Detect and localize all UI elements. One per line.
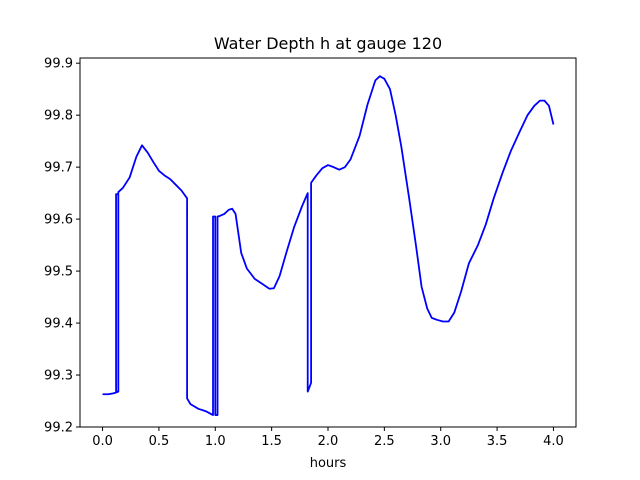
y-tick-label: 99.4 [44,317,73,332]
x-axis-ticks: 0.0 0.5 1.0 1.5 2.0 2.5 3.0 3.5 4.0 [92,427,564,449]
x-tick-label: 2.5 [374,434,395,449]
y-tick-label: 99.8 [44,109,73,124]
series-line [102,75,555,416]
x-tick-label: 2.0 [318,434,339,449]
x-axis-label: hours [310,456,347,471]
x-tick-label: 0.5 [149,434,170,449]
y-tick-label: 99.9 [44,57,73,72]
y-tick-label: 99.6 [44,213,73,228]
y-tick-label: 99.3 [44,369,73,384]
x-tick-label: 3.0 [430,434,451,449]
x-tick-label: 1.0 [205,434,226,449]
x-tick-label: 1.5 [261,434,282,449]
y-axis-ticks: 99.2 99.3 99.4 99.5 99.6 99.7 99.8 99.9 [44,57,80,436]
y-tick-label: 99.2 [44,421,73,436]
chart-title: Water Depth h at gauge 120 [214,34,442,53]
x-tick-label: 4.0 [543,434,564,449]
y-tick-label: 99.7 [44,161,73,176]
x-tick-label: 0.0 [92,434,113,449]
y-tick-label: 99.5 [44,265,73,280]
x-tick-label: 3.5 [487,434,508,449]
